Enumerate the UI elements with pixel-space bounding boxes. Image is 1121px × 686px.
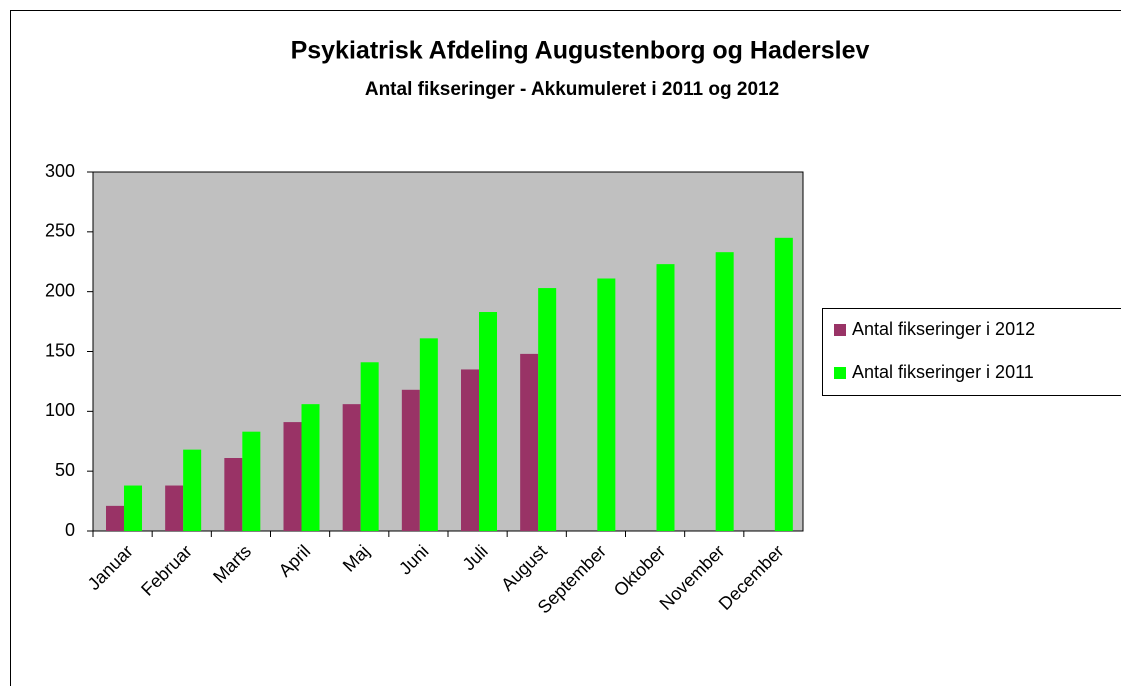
bar xyxy=(342,404,361,531)
bar xyxy=(242,431,261,531)
bar xyxy=(360,362,379,531)
legend-label: Antal fikseringer i 2011 xyxy=(852,362,1034,382)
y-tick-label: 250 xyxy=(45,221,75,241)
y-tick-label: 200 xyxy=(45,280,75,300)
bar xyxy=(520,353,539,531)
bar xyxy=(479,312,497,531)
bar xyxy=(124,485,142,531)
bar xyxy=(283,422,302,531)
bar xyxy=(461,369,479,531)
bar xyxy=(401,389,420,531)
bar xyxy=(538,288,557,531)
bar xyxy=(597,278,616,531)
bar xyxy=(106,505,124,531)
legend-swatch xyxy=(834,367,846,379)
y-tick-label: 0 xyxy=(65,520,75,540)
y-tick-label: 300 xyxy=(45,161,75,181)
bar xyxy=(165,485,184,531)
chart-title: Psykiatrisk Afdeling Augustenborg og Had… xyxy=(291,37,870,65)
y-tick-label: 150 xyxy=(45,340,75,360)
y-tick-label: 100 xyxy=(45,400,75,420)
bar xyxy=(656,264,675,531)
bar xyxy=(224,458,243,531)
legend-box xyxy=(822,308,1121,396)
bar xyxy=(715,252,734,531)
legend-swatch xyxy=(834,324,846,336)
bar xyxy=(301,404,320,531)
plot-area xyxy=(92,171,804,532)
bar xyxy=(774,237,793,532)
y-tick-label: 50 xyxy=(55,460,75,480)
bar xyxy=(419,338,438,531)
chart-subtitle: Antal fikseringer - Akkumuleret i 2011 o… xyxy=(365,79,779,100)
legend-label: Antal fikseringer i 2012 xyxy=(852,319,1035,339)
bar xyxy=(183,449,202,531)
